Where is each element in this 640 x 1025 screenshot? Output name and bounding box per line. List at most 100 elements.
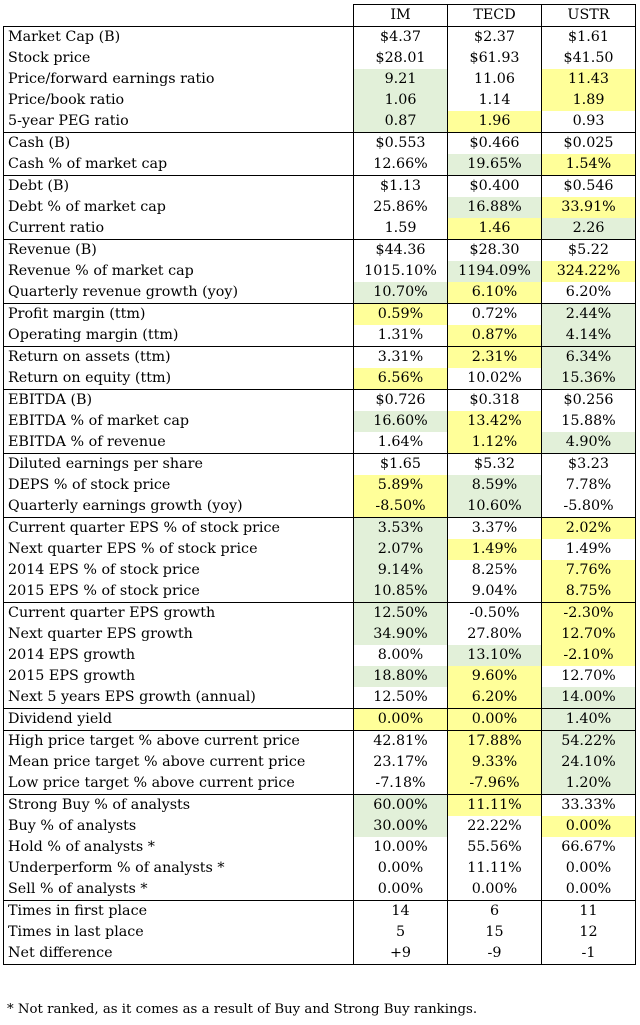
value-cell-ustr: 324.22% (541, 261, 636, 282)
value-cell-tecd: 13.42% (447, 411, 542, 432)
value-cell-im: 23.17% (353, 752, 448, 773)
value-cell-ustr: 14.00% (541, 687, 636, 709)
value-cell-im: 16.60% (353, 411, 448, 432)
metric-label: Return on assets (ttm) (3, 346, 354, 368)
value-cell-im: $44.36 (353, 239, 448, 261)
table-row: Quarterly revenue growth (yoy) 10.70% 6.10… (3, 282, 636, 304)
metric-label: Net difference (3, 943, 354, 965)
value-cell-ustr: $1.61 (541, 26, 636, 48)
value-cell-ustr: 24.10% (541, 752, 636, 773)
table-row: Buy % of analysts 30.00% 22.22% 0.00% (3, 816, 636, 837)
table-row: Return on equity (ttm) 6.56% 10.02% 15.36% (3, 368, 636, 390)
value-cell-ustr: 4.14% (541, 325, 636, 347)
value-cell-ustr: 6.34% (541, 346, 636, 368)
metric-label: Market Cap (B) (3, 26, 354, 48)
value-cell-ustr: -1 (541, 943, 636, 965)
metric-label: 5-year PEG ratio (3, 111, 354, 133)
value-cell-tecd: 11.11% (447, 794, 542, 816)
metric-label: Mean price target % above current price (3, 752, 354, 773)
table-row: Underperform % of analysts * 0.00% 11.11% 0… (3, 858, 636, 879)
value-cell-tecd: 1.96 (447, 111, 542, 133)
table-row: 2014 EPS growth 8.00% 13.10% -2.10% (3, 645, 636, 666)
value-cell-ustr: 12 (541, 922, 636, 943)
table-row: Current quarter EPS % of stock price 3.53… (3, 517, 636, 539)
table-row: EBITDA % of market cap 16.60% 13.42% 15.88% (3, 411, 636, 432)
header-row: IM TECD USTR (4, 4, 636, 27)
value-cell-tecd: 8.25% (447, 560, 542, 581)
metric-label: Times in first place (3, 900, 354, 922)
value-cell-ustr: -5.80% (541, 496, 636, 518)
value-cell-tecd: 2.31% (447, 346, 542, 368)
value-cell-im: 12.50% (353, 602, 448, 624)
value-cell-ustr: 1.89 (541, 90, 636, 111)
value-cell-ustr: 12.70% (541, 624, 636, 645)
value-cell-tecd: 27.80% (447, 624, 542, 645)
value-cell-im: 12.66% (353, 154, 448, 176)
header-blank-cell (4, 5, 354, 27)
value-cell-im: $0.726 (353, 389, 448, 411)
table-row: Dividend yield 0.00% 0.00% 1.40% (3, 708, 636, 731)
column-header-ustr: USTR (541, 4, 636, 27)
value-cell-ustr: 1.54% (541, 154, 636, 176)
value-cell-im: 8.00% (353, 645, 448, 666)
metric-label: Stock price (3, 48, 354, 69)
metric-label: Operating margin (ttm) (3, 325, 354, 347)
metric-label: Current quarter EPS % of stock price (3, 517, 354, 539)
value-cell-tecd: 9.60% (447, 666, 542, 687)
value-cell-tecd: 11.11% (447, 858, 542, 879)
table-row: Cash (B) $0.553 $0.466 $0.025 (3, 132, 636, 154)
value-cell-tecd: $61.93 (447, 48, 542, 69)
value-cell-im: $1.65 (353, 453, 448, 475)
table-row: Mean price target % above current price 2… (3, 752, 636, 773)
metric-label: Revenue % of market cap (3, 261, 354, 282)
value-cell-im: 60.00% (353, 794, 448, 816)
metric-label: High price target % above current price (3, 730, 354, 752)
table-row: 2014 EPS % of stock price 9.14% 8.25% 7.76% (3, 560, 636, 581)
table-row: High price target % above current price 4… (3, 730, 636, 752)
value-cell-ustr: 6.20% (541, 282, 636, 304)
table-row: Return on assets (ttm) 3.31% 2.31% 6.34% (3, 346, 636, 368)
value-cell-tecd: $28.30 (447, 239, 542, 261)
metric-label: Next quarter EPS growth (3, 624, 354, 645)
table-row: 5-year PEG ratio 0.87 1.96 0.93 (3, 111, 636, 133)
comparison-table-container: IM TECD USTR Market Cap (B) $4.37 $2.37 $1.… (3, 4, 636, 1017)
value-cell-im: 10.85% (353, 581, 448, 603)
value-cell-tecd: 6.20% (447, 687, 542, 709)
table-row: EBITDA (B) $0.726 $0.318 $0.256 (3, 389, 636, 411)
table-row: Times in first place 14 6 11 (3, 900, 636, 922)
value-cell-tecd: $5.32 (447, 453, 542, 475)
value-cell-ustr: 2.26 (541, 218, 636, 240)
value-cell-ustr: 33.91% (541, 197, 636, 218)
value-cell-im: -8.50% (353, 496, 448, 518)
value-cell-tecd: 15 (447, 922, 542, 943)
value-cell-im: -7.18% (353, 773, 448, 795)
metric-label: DEPS % of stock price (3, 475, 354, 496)
value-cell-ustr: -2.30% (541, 602, 636, 624)
metric-label: Debt (B) (3, 175, 354, 197)
value-cell-tecd: 1.14 (447, 90, 542, 111)
table-row: DEPS % of stock price 5.89% 8.59% 7.78% (3, 475, 636, 496)
value-cell-ustr: 0.93 (541, 111, 636, 133)
metric-label: Debt % of market cap (3, 197, 354, 218)
value-cell-ustr: 8.75% (541, 581, 636, 603)
value-cell-tecd: 10.60% (447, 496, 542, 518)
metric-label: Quarterly revenue growth (yoy) (3, 282, 354, 304)
value-cell-im: 18.80% (353, 666, 448, 687)
value-cell-im: 3.53% (353, 517, 448, 539)
value-cell-ustr: 7.78% (541, 475, 636, 496)
value-cell-im: $28.01 (353, 48, 448, 69)
value-cell-im: 5.89% (353, 475, 448, 496)
table-row: Next quarter EPS growth 34.90% 27.80% 12.70… (3, 624, 636, 645)
value-cell-tecd: $0.318 (447, 389, 542, 411)
value-cell-im: $1.13 (353, 175, 448, 197)
metric-label: 2014 EPS growth (3, 645, 354, 666)
value-cell-im: 10.70% (353, 282, 448, 304)
metric-label: 2014 EPS % of stock price (3, 560, 354, 581)
table-row: Net difference +9 -9 -1 (3, 943, 636, 965)
value-cell-im: 1.06 (353, 90, 448, 111)
value-cell-im: 0.00% (353, 858, 448, 879)
value-cell-im: 9.21 (353, 69, 448, 90)
table-row: 2015 EPS % of stock price 10.85% 9.04% 8.75… (3, 581, 636, 603)
value-cell-ustr: 4.90% (541, 432, 636, 454)
metric-label: Underperform % of analysts * (3, 858, 354, 879)
